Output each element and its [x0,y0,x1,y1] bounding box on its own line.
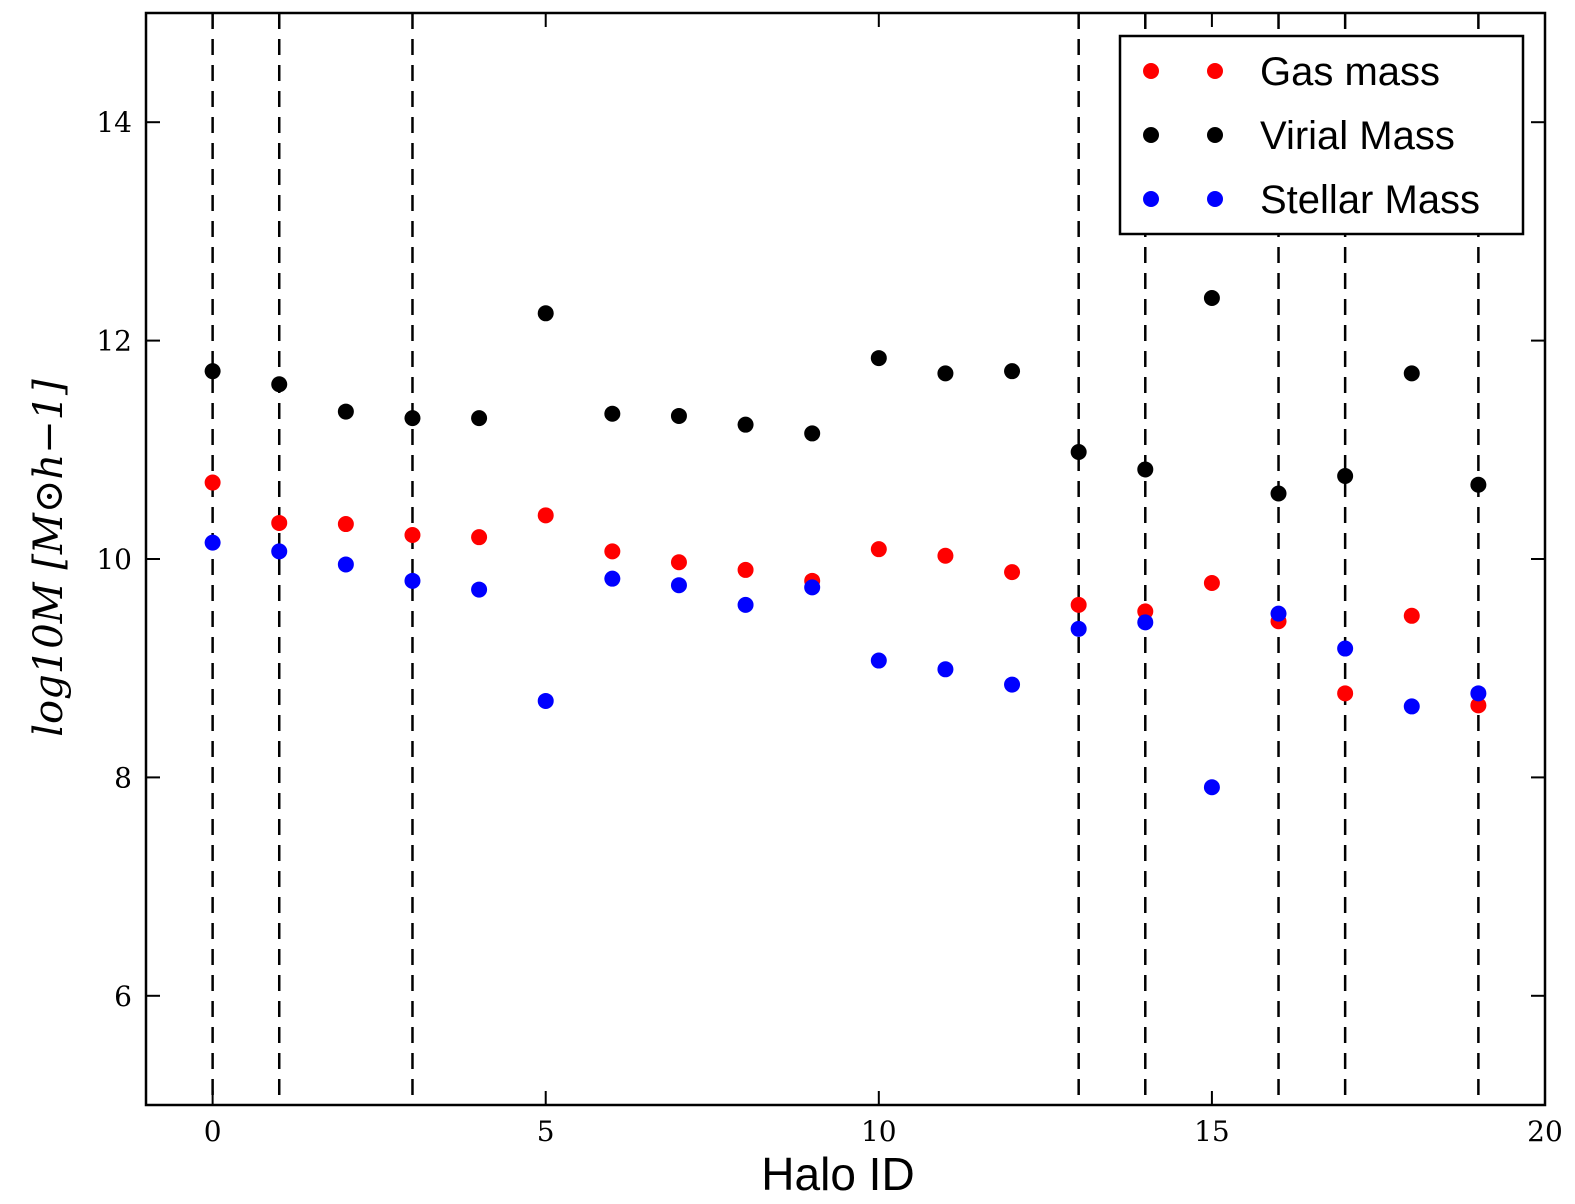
point-virial-mass [337,403,354,420]
point-virial-mass [604,405,621,422]
point-gas-mass [870,541,887,558]
y-axis-label: log10M [M⊙h−1] [26,379,72,737]
point-virial-mass [670,407,687,424]
data-points [204,290,1487,796]
point-gas-mass [1004,564,1021,581]
x-tick-label: 0 [204,1115,222,1148]
legend-box [1118,34,1525,236]
point-virial-mass [804,425,821,442]
point-stellar-mass [604,570,621,587]
x-tick-label: 20 [1527,1115,1563,1148]
point-stellar-mass [1004,676,1021,693]
point-gas-mass [1470,697,1487,714]
point-gas-mass [271,514,288,531]
point-virial-mass [1403,365,1420,382]
y-tick-label: 12 [96,325,132,358]
point-stellar-mass [204,534,221,551]
legend-marker-gas-mass [1207,63,1223,79]
x-tick-label: 10 [861,1115,897,1148]
point-virial-mass [537,305,554,322]
point-virial-mass [937,365,954,382]
y-tick-label: 10 [96,543,132,576]
point-gas-mass [337,516,354,533]
point-virial-mass [1004,363,1021,380]
point-gas-mass [537,507,554,524]
point-gas-mass [404,526,421,543]
legend-marker-stellar-mass [1143,191,1159,207]
legend-label-gas-mass: Gas mass [1260,50,1440,94]
point-virial-mass [1337,468,1354,485]
point-stellar-mass [737,596,754,613]
point-virial-mass [737,416,754,433]
point-stellar-mass [1337,640,1354,657]
point-gas-mass [204,474,221,491]
point-stellar-mass [1403,698,1420,715]
point-gas-mass [670,554,687,571]
point-stellar-mass [271,543,288,560]
legend-marker-virial-mass [1207,127,1223,143]
point-virial-mass [1470,476,1487,493]
point-stellar-mass [1137,614,1154,631]
point-stellar-mass [471,581,488,598]
point-virial-mass [1270,485,1287,502]
point-gas-mass [604,543,621,560]
point-stellar-mass [670,577,687,594]
point-stellar-mass [337,556,354,573]
x-tick-label: 5 [537,1115,555,1148]
x-tick-label: 15 [1194,1115,1230,1148]
point-stellar-mass [937,661,954,678]
x-axis-label: Halo ID [761,1148,914,1200]
point-stellar-mass [537,692,554,709]
axis-tick-labels: 0 5 10 15 20 6 8 10 12 14 [96,106,1562,1148]
point-virial-mass [471,410,488,427]
point-virial-mass [870,350,887,367]
legend-marker-stellar-mass [1207,191,1223,207]
y-tick-label: 6 [114,980,132,1013]
y-tick-label: 8 [114,761,132,794]
point-gas-mass [1070,596,1087,613]
legend-label-virial-mass: Virial Mass [1260,114,1455,158]
point-virial-mass [1137,461,1154,478]
point-stellar-mass [870,652,887,669]
point-gas-mass [1403,607,1420,624]
point-gas-mass [737,561,754,578]
point-virial-mass [204,363,221,380]
legend-marker-virial-mass [1143,127,1159,143]
point-virial-mass [1070,443,1087,460]
point-stellar-mass [1470,685,1487,702]
point-stellar-mass [1203,779,1220,796]
point-gas-mass [1337,685,1354,702]
point-virial-mass [404,410,421,427]
point-stellar-mass [404,572,421,589]
y-tick-label: 14 [96,106,132,139]
legend-label-stellar-mass: Stellar Mass [1260,178,1480,222]
point-gas-mass [471,529,488,546]
point-virial-mass [271,376,288,393]
point-stellar-mass [1270,605,1287,622]
axis-ticks [146,13,1546,1105]
point-gas-mass [1203,575,1220,592]
point-virial-mass [1203,290,1220,307]
legend: Gas mass Virial Mass Stellar Mass [1118,34,1525,236]
legend-marker-gas-mass [1143,63,1159,79]
point-gas-mass [937,547,954,564]
point-stellar-mass [1070,620,1087,637]
point-stellar-mass [804,579,821,596]
